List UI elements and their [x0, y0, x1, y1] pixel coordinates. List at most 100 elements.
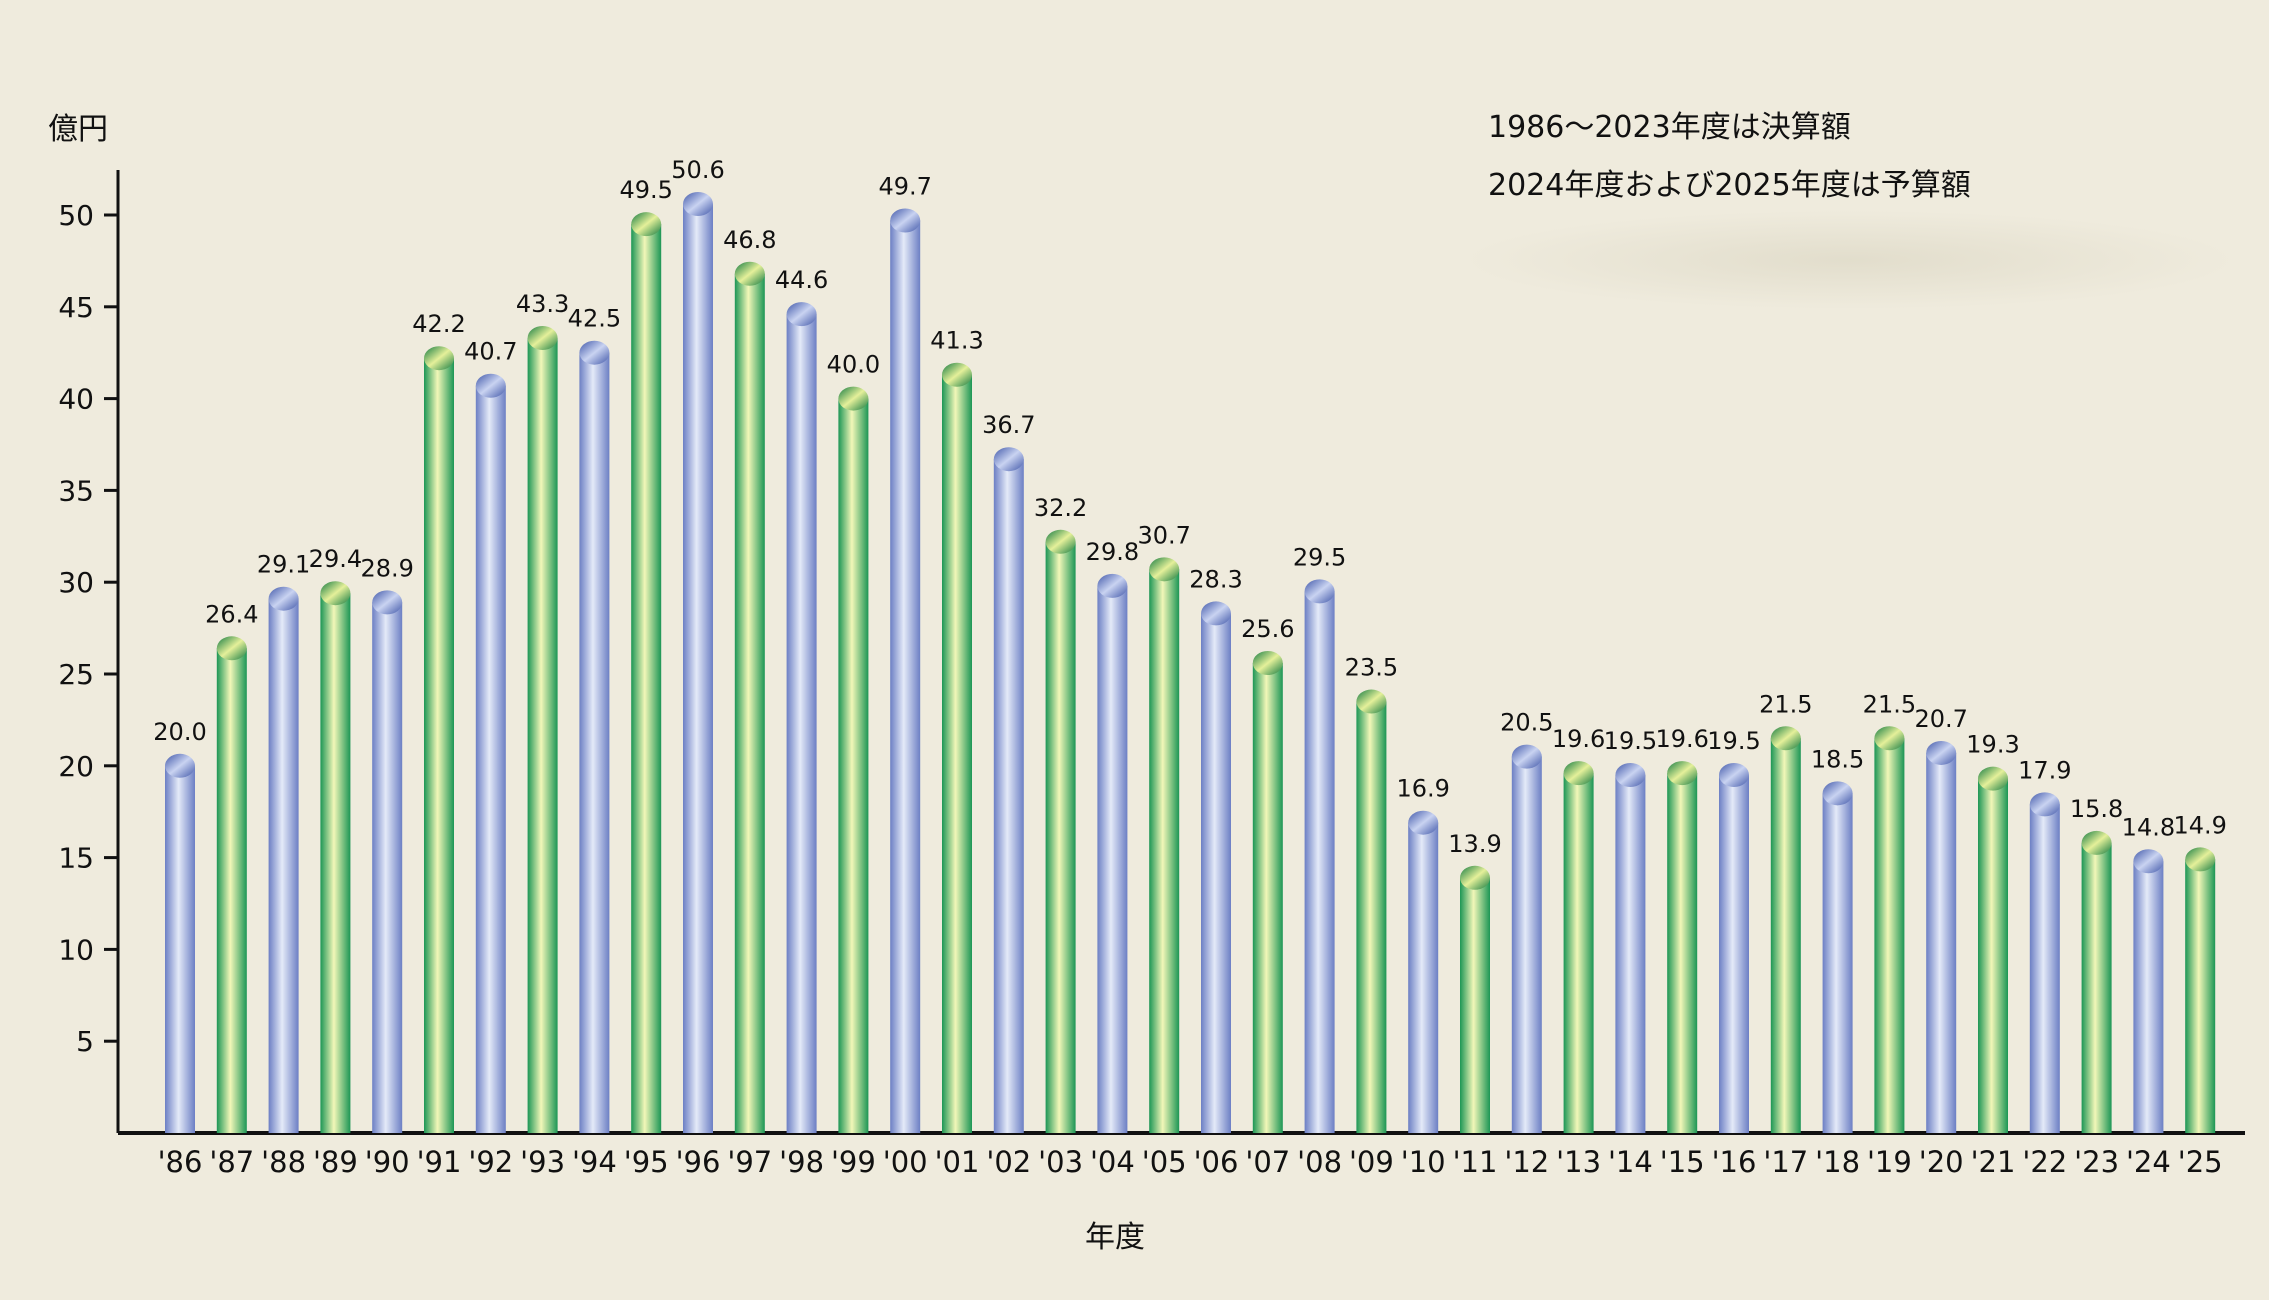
data-label: 25.6: [1241, 615, 1294, 643]
bar-cap: [631, 212, 662, 237]
x-tick-label: '22: [2022, 1145, 2067, 1179]
bar-cap: [527, 326, 558, 351]
x-tick-label: '08: [1297, 1145, 1342, 1179]
bar-'97: [734, 261, 765, 1133]
x-tick-label: '99: [831, 1145, 876, 1179]
data-label: 42.5: [568, 305, 621, 333]
bar-body: [1770, 738, 1801, 1133]
bar-'91: [424, 346, 454, 1133]
data-label: 21.5: [1863, 690, 1916, 718]
x-tick-label: '13: [1556, 1145, 1601, 1179]
data-label: 44.6: [775, 266, 828, 294]
bar-body: [1252, 662, 1283, 1133]
bar-'04: [1097, 573, 1128, 1133]
x-tick-label: '04: [1090, 1145, 1135, 1179]
data-label: 49.5: [619, 176, 672, 204]
bar-cap: [579, 340, 610, 365]
bar-body: [216, 648, 247, 1133]
x-tick-label: '89: [313, 1145, 358, 1179]
x-tick-label: '90: [365, 1145, 410, 1179]
bar-body: [2185, 859, 2216, 1133]
bar-cap: [1304, 579, 1335, 604]
bar-cap: [1045, 529, 1076, 554]
bar-cap: [1511, 744, 1542, 769]
x-tick-label: '03: [1038, 1145, 1083, 1179]
x-tick-label: '95: [624, 1145, 669, 1179]
data-label: 20.0: [153, 718, 206, 746]
data-label: 42.2: [412, 310, 465, 338]
bar-body: [268, 598, 299, 1133]
bar-cap: [165, 753, 195, 778]
data-label: 19.6: [1552, 725, 1605, 753]
bar-'89: [320, 581, 351, 1133]
data-label: 19.5: [1604, 727, 1657, 755]
x-tick-label: '17: [1763, 1145, 1808, 1179]
x-tick-label: '19: [1867, 1145, 1912, 1179]
bar-body: [1356, 701, 1387, 1133]
bar-cap: [216, 636, 247, 661]
bar-body: [1201, 613, 1231, 1133]
bar-cap: [320, 581, 351, 606]
data-label: 29.5: [1293, 543, 1346, 571]
data-label: 49.7: [878, 173, 931, 201]
x-tick-label: '01: [935, 1145, 980, 1179]
bar-'05: [1149, 557, 1180, 1133]
bar-body: [631, 224, 662, 1133]
bar-body: [683, 203, 713, 1133]
x-axis-label: 年度: [1085, 1220, 1145, 1255]
x-tick-label: '05: [1142, 1145, 1187, 1179]
bar-'18: [1822, 781, 1853, 1133]
bar-body: [165, 765, 195, 1133]
bar-body: [1822, 793, 1853, 1133]
bar-'16: [1719, 762, 1749, 1133]
bar-cap: [1926, 740, 1957, 765]
bar-body: [475, 385, 506, 1133]
bar-body: [1097, 585, 1128, 1133]
data-label: 46.8: [723, 226, 776, 254]
bar-cap: [1460, 865, 1490, 890]
bar-'12: [1511, 744, 1542, 1133]
bar-cap: [1615, 762, 1646, 787]
bar-'17: [1770, 726, 1801, 1133]
bar-cap: [683, 191, 713, 216]
bar-'23: [2081, 830, 2112, 1133]
x-tick-label: '25: [2178, 1145, 2223, 1179]
bar-'25: [2185, 847, 2216, 1133]
bar-'21: [1978, 766, 2008, 1133]
x-tick-label: '11: [1453, 1145, 1498, 1179]
bar-body: [1719, 774, 1749, 1133]
data-label: 18.5: [1811, 745, 1864, 773]
bar-'00: [890, 208, 921, 1133]
bar-cap: [1097, 573, 1128, 598]
bar-'92: [475, 373, 506, 1133]
bar-body: [320, 593, 351, 1133]
data-label: 20.7: [1914, 705, 1967, 733]
x-tick-label: '02: [986, 1145, 1031, 1179]
bar-'98: [786, 302, 817, 1133]
data-label: 19.6: [1655, 725, 1708, 753]
bar-cap: [786, 302, 817, 327]
bar-cap: [838, 386, 869, 411]
bar-cap: [1874, 726, 1905, 751]
bar-'22: [2029, 792, 2060, 1133]
bar-body: [2029, 804, 2060, 1133]
bar-'08: [1304, 579, 1335, 1133]
x-tick-label: '16: [1712, 1145, 1757, 1179]
note-line-1: 1986〜2023年度は決算額: [1488, 110, 1851, 145]
bar-'01: [942, 362, 972, 1133]
x-tick-label: '87: [209, 1145, 254, 1179]
x-tick-label: '09: [1349, 1145, 1394, 1179]
bar-cap: [1770, 726, 1801, 751]
bar-cap: [1356, 689, 1387, 714]
bar-body: [734, 273, 765, 1133]
data-label: 29.8: [1086, 538, 1139, 566]
y-tick-label: 15: [58, 842, 94, 875]
bar-cap: [372, 590, 403, 615]
bar-cap: [734, 261, 765, 286]
bar-'11: [1460, 865, 1490, 1133]
bar-'06: [1201, 601, 1231, 1133]
bar-body: [890, 220, 921, 1133]
bar-'90: [372, 590, 403, 1133]
data-label: 21.5: [1759, 690, 1812, 718]
